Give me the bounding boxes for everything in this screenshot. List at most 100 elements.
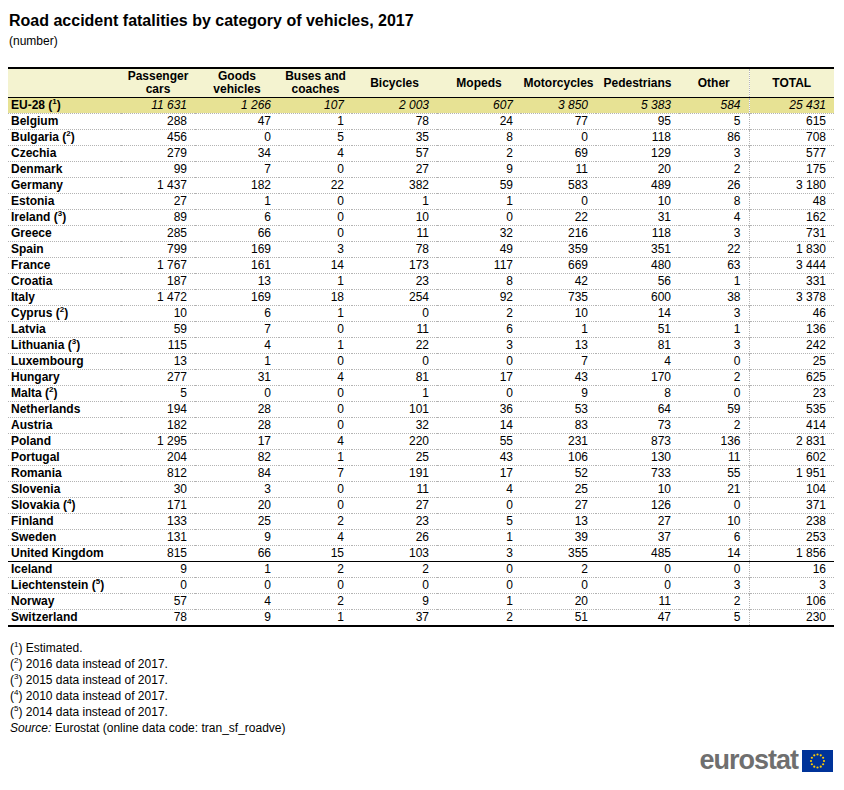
footnote-marker: 3 [58, 210, 62, 219]
cell-value: 1 266 [195, 98, 279, 114]
cell-value: 0 [279, 498, 352, 514]
cell-value: 42 [521, 274, 596, 290]
cell-value: 3 [279, 242, 352, 258]
cell-value: 0 [352, 578, 437, 594]
cell-value: 2 [279, 562, 352, 578]
cell-value: 1 [195, 354, 279, 370]
cell-value: 169 [195, 242, 279, 258]
cell-value: 27 [352, 162, 437, 178]
cell-value: 3 [679, 338, 749, 354]
cell-value: 24 [437, 114, 521, 130]
cell-value: 2 [352, 562, 437, 578]
eurostat-logo: eurostat [699, 747, 833, 774]
cell-value: 220 [352, 434, 437, 450]
table-row: Switzerland789137251475230 [8, 610, 834, 627]
cell-value: 83 [521, 418, 596, 434]
cell-value: 279 [121, 146, 195, 162]
cell-value: 8 [596, 386, 679, 402]
table-row: Slovenia3030114251021104 [8, 482, 834, 498]
cell-value: 118 [596, 130, 679, 146]
cell-value: 11 [352, 322, 437, 338]
cell-value: 106 [749, 594, 834, 610]
cell-value: 182 [121, 418, 195, 434]
cell-value: 35 [352, 130, 437, 146]
cell-value: 27 [121, 194, 195, 210]
cell-value: 56 [596, 274, 679, 290]
row-label: Slovakia (4) [8, 498, 121, 514]
cell-value: 1 [437, 194, 521, 210]
cell-value: 32 [352, 418, 437, 434]
row-label: Cyprus (2) [8, 306, 121, 322]
table-header-row: Passenger carsGoods vehiclesBuses and co… [8, 68, 834, 98]
cell-value: 28 [195, 418, 279, 434]
cell-value: 11 [352, 482, 437, 498]
cell-value: 0 [279, 578, 352, 594]
cell-value: 9 [521, 386, 596, 402]
cell-value: 285 [121, 226, 195, 242]
table-row: Estonia271011010848 [8, 194, 834, 210]
table-corner-cell [8, 68, 121, 98]
table-row: Latvia59701161511136 [8, 322, 834, 338]
cell-value: 53 [521, 402, 596, 418]
cell-value: 0 [679, 498, 749, 514]
footnote-marker: 3 [72, 338, 76, 347]
cell-value: 22 [679, 242, 749, 258]
cell-value: 25 [749, 354, 834, 370]
cell-value: 277 [121, 370, 195, 386]
cell-value: 3 [195, 482, 279, 498]
cell-value: 115 [121, 338, 195, 354]
table-row: Croatia18713123842561331 [8, 274, 834, 290]
cell-value: 78 [121, 610, 195, 627]
cell-value: 1 [521, 322, 596, 338]
cell-value: 89 [121, 210, 195, 226]
table-row: Germany1 4371822238259583489263 180 [8, 178, 834, 194]
cell-value: 3 [679, 146, 749, 162]
row-label: Poland [8, 434, 121, 450]
cell-value: 34 [195, 146, 279, 162]
cell-value: 2 [521, 562, 596, 578]
cell-value: 0 [596, 578, 679, 594]
table-row: EU-28 (1)11 6311 2661072 0036073 8505 38… [8, 98, 834, 114]
cell-value: 1 [279, 274, 352, 290]
row-label: Denmark [8, 162, 121, 178]
cell-value: 22 [352, 338, 437, 354]
cell-value: 5 383 [596, 98, 679, 114]
cell-value: 242 [749, 338, 834, 354]
cell-value: 5 [279, 130, 352, 146]
cell-value: 355 [521, 546, 596, 562]
row-label: Ireland (3) [8, 210, 121, 226]
cell-value: 0 [679, 562, 749, 578]
cell-value: 46 [749, 306, 834, 322]
cell-value: 669 [521, 258, 596, 274]
cell-value: 2 [437, 146, 521, 162]
cell-value: 4 [195, 594, 279, 610]
cell-value: 0 [279, 162, 352, 178]
cell-value: 78 [352, 114, 437, 130]
cell-value: 173 [352, 258, 437, 274]
cell-value: 20 [521, 594, 596, 610]
cell-value: 1 [352, 386, 437, 402]
cell-value: 63 [679, 258, 749, 274]
cell-value: 602 [749, 450, 834, 466]
row-label: Greece [8, 226, 121, 242]
cell-value: 0 [195, 386, 279, 402]
row-label: Iceland [8, 562, 121, 578]
cell-value: 5 [437, 514, 521, 530]
row-label: Latvia [8, 322, 121, 338]
row-label: Spain [8, 242, 121, 258]
cell-value: 9 [195, 610, 279, 627]
table-row: Spain79916937849359351221 830 [8, 242, 834, 258]
cell-value: 27 [596, 514, 679, 530]
cell-value: 8 [437, 130, 521, 146]
cell-value: 0 [121, 578, 195, 594]
cell-value: 4 [279, 530, 352, 546]
cell-value: 0 [352, 306, 437, 322]
row-label: France [8, 258, 121, 274]
cell-value: 0 [279, 354, 352, 370]
row-label: Malta (2) [8, 386, 121, 402]
cell-value: 31 [596, 210, 679, 226]
cell-value: 1 472 [121, 290, 195, 306]
footnote: (5) 2014 data instead of 2017. [10, 704, 836, 720]
row-label: Switzerland [8, 610, 121, 627]
table-row: Czechia279344572691293577 [8, 146, 834, 162]
